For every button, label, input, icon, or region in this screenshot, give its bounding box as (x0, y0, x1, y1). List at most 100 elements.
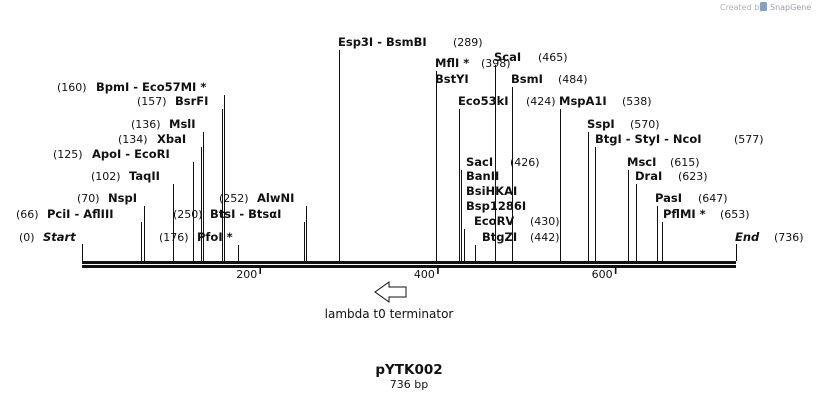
snapgene-logo-icon (760, 2, 767, 11)
end-position: (736) (774, 231, 804, 244)
enzyme-position: (102) (91, 170, 121, 183)
sequence-backbone (82, 261, 736, 268)
restriction-site[interactable]: MspA1I (538) (559, 94, 652, 261)
enzyme-name[interactable]: Esp3I - BsmBI (338, 35, 427, 49)
restriction-site[interactable]: PciI - AflIII (66) (16, 207, 142, 261)
enzyme-position: (426) (510, 156, 540, 169)
enzyme-position: (252) (219, 192, 249, 205)
enzyme-position: (570) (630, 118, 660, 131)
restriction-site[interactable]: BpmI - Eco57MI * (160) (57, 80, 225, 261)
enzyme-name[interactable]: MscI (627, 155, 656, 169)
feature-label: lambda t0 terminator (325, 307, 454, 321)
enzyme-name[interactable]: EcoRV (474, 214, 514, 228)
tick-label: 400 (414, 268, 435, 281)
sequence-ends: (0) Start (736) End (19, 230, 804, 261)
enzyme-name[interactable]: PasI (655, 191, 682, 205)
enzyme-name[interactable]: ApoI - EcoRI (92, 147, 170, 161)
restriction-site[interactable]: PfoI * (176) (159, 230, 239, 261)
enzyme-position: (424) (526, 95, 556, 108)
tick-label: 200 (236, 268, 257, 281)
enzyme-name[interactable]: BsmI (511, 72, 543, 86)
enzyme-name[interactable]: BtsI - BtsαI (210, 207, 281, 221)
restriction-site[interactable]: SacI (426) (461, 155, 540, 261)
enzyme-name[interactable]: BsiHKAI (466, 184, 517, 198)
enzyme-name[interactable]: ScaI (494, 50, 521, 64)
restriction-site[interactable]: BanII (466, 169, 499, 183)
restriction-site[interactable]: BsrFI (157) (137, 94, 223, 261)
enzyme-name[interactable]: MslI (169, 117, 196, 131)
enzyme-name[interactable]: BtgI - StyI - NcoI (595, 132, 702, 146)
restriction-site[interactable]: BtgI - StyI - NcoI (577) (595, 132, 764, 261)
enzyme-name[interactable]: MflI * (435, 56, 469, 70)
restriction-site[interactable]: EcoRV (430) (464, 214, 560, 261)
enzyme-position: (484) (558, 73, 588, 86)
restriction-site[interactable]: BsmI (484) (511, 72, 588, 261)
credit-prefix: Created by (720, 3, 764, 12)
enzyme-position: (66) (16, 208, 39, 221)
plasmid-name: pYTK002 (375, 362, 442, 378)
enzyme-position: (136) (131, 118, 161, 131)
enzyme-name[interactable]: PfoI * (197, 230, 233, 244)
enzyme-name[interactable]: Bsp1286I (466, 199, 526, 213)
restriction-site[interactable]: AlwNI (252) (219, 191, 307, 261)
restriction-site[interactable]: BsiHKAI (466, 184, 517, 198)
enzyme-name[interactable]: BtgZI (482, 230, 517, 244)
end-name: End (735, 230, 760, 244)
tick-label: 600 (592, 268, 613, 281)
enzyme-position: (653) (720, 208, 750, 221)
feature-lambda-t0-terminator[interactable]: lambda t0 terminator (325, 281, 454, 321)
enzyme-position: (157) (137, 95, 167, 108)
enzyme-name[interactable]: PciI - AflIII (47, 207, 114, 221)
restriction-site[interactable]: BtgZI (442) (475, 230, 560, 261)
enzyme-position: (465) (538, 51, 568, 64)
enzyme-name[interactable]: DraI (635, 169, 662, 183)
enzyme-position: (134) (118, 133, 148, 146)
enzyme-position: (176) (159, 231, 189, 244)
enzyme-position: (160) (57, 81, 87, 94)
restriction-site[interactable]: XbaI (134) (118, 132, 202, 261)
enzyme-name[interactable]: SspI (587, 117, 615, 131)
enzyme-position: (615) (670, 156, 700, 169)
restriction-site[interactable]: NspI (70) (77, 191, 145, 261)
enzyme-name[interactable]: AlwNI (257, 191, 294, 205)
ruler-ticks: 200 400 600 (236, 265, 617, 281)
restriction-site[interactable]: TaqII (102) (91, 169, 174, 261)
enzyme-name[interactable]: MspA1I (559, 94, 607, 108)
enzyme-position: (125) (53, 148, 83, 161)
reverse-arrow-icon[interactable] (374, 281, 407, 303)
restriction-site[interactable]: PasI (647) (655, 191, 728, 261)
restriction-site[interactable]: BtsI - BtsαI (250) (173, 207, 305, 261)
restriction-site[interactable]: MscI (615) (627, 155, 700, 261)
enzyme-name[interactable]: BpmI - Eco57MI * (96, 80, 206, 94)
enzyme-name[interactable]: NspI (108, 191, 137, 205)
enzyme-position: (577) (734, 133, 764, 146)
enzyme-name[interactable]: Eco53kI (458, 94, 509, 108)
restriction-sites: PciI - AflIII(66)NspI(70)TaqII(102)ApoI … (16, 35, 764, 261)
restriction-site[interactable]: ApoI - EcoRI (125) (53, 147, 194, 261)
restriction-site[interactable]: SspI (570) (587, 117, 660, 261)
restriction-site[interactable]: DraI (623) (635, 169, 708, 261)
restriction-site[interactable]: Esp3I - BsmBI (289) (338, 35, 483, 261)
snapgene-credit: Created by SnapGene (720, 2, 811, 12)
credit-brand: SnapGene (770, 3, 811, 12)
enzyme-name[interactable]: TaqII (129, 169, 160, 183)
restriction-site[interactable]: Bsp1286I (466, 199, 526, 213)
enzyme-position: (538) (622, 95, 652, 108)
enzyme-name[interactable]: BanII (466, 169, 499, 183)
restriction-site[interactable]: BstYI (435, 72, 469, 86)
restriction-site[interactable]: MslI (136) (131, 117, 204, 261)
end-name: Start (43, 230, 76, 244)
enzyme-name[interactable]: SacI (466, 155, 493, 169)
enzyme-name[interactable]: XbaI (157, 132, 186, 146)
restriction-site[interactable]: PflMI * (653) (662, 207, 750, 261)
restriction-site[interactable]: MflI * (398) (435, 56, 511, 261)
enzyme-position: (398) (481, 57, 511, 70)
enzyme-name[interactable]: BsrFI (175, 94, 208, 108)
enzyme-position: (430) (530, 215, 560, 228)
enzyme-position: (647) (698, 192, 728, 205)
plasmid-length: 736 bp (390, 378, 428, 391)
end-position: (0) (19, 231, 35, 244)
enzyme-name[interactable]: PflMI * (663, 207, 706, 221)
enzyme-name[interactable]: BstYI (435, 72, 469, 86)
restriction-site[interactable]: ScaI (465) (494, 50, 568, 261)
